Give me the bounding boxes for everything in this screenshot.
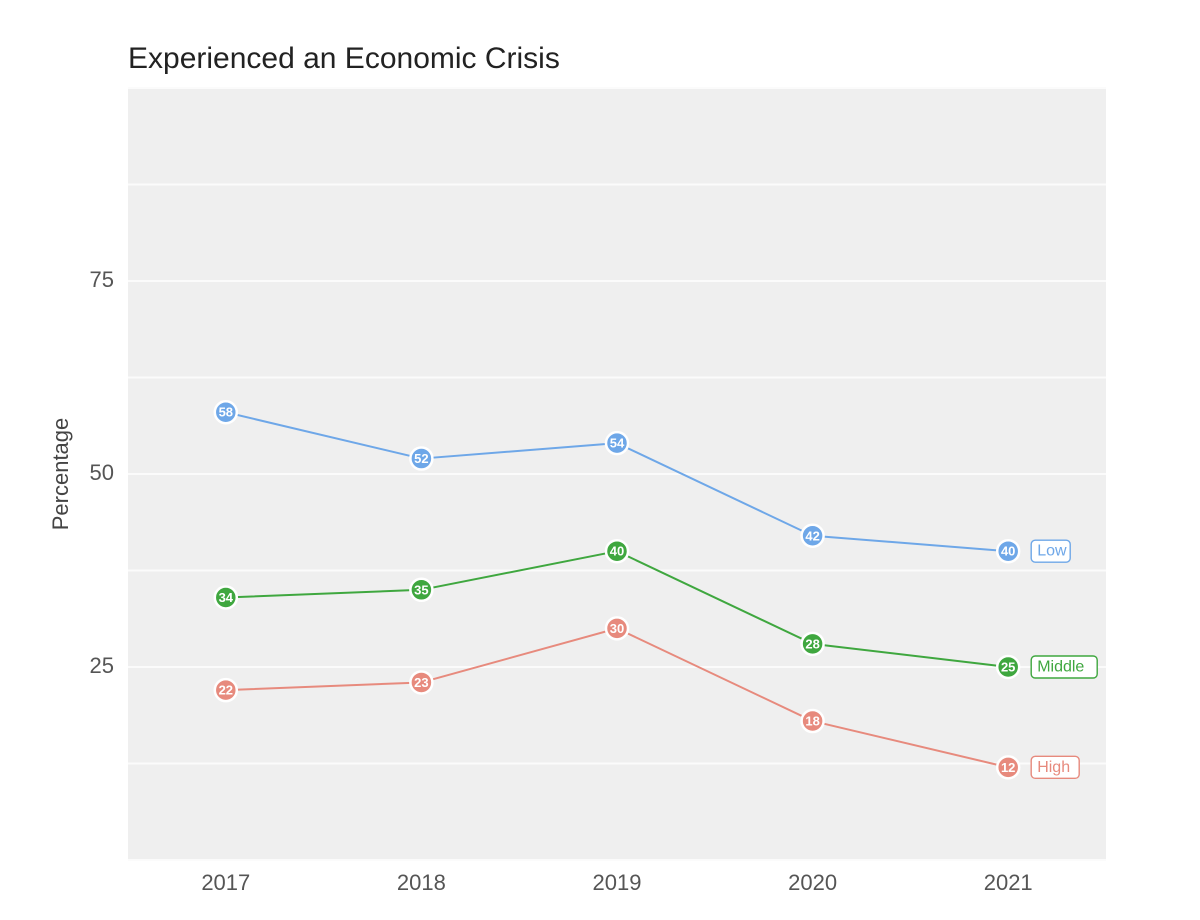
y-tick-label: 50: [90, 460, 114, 485]
data-point-label: 52: [414, 451, 428, 466]
data-point-label: 42: [805, 528, 819, 543]
data-point-label: 40: [610, 544, 624, 559]
data-point-label: 58: [219, 405, 233, 420]
x-tick-label: 2020: [788, 870, 837, 895]
x-tick-label: 2021: [984, 870, 1033, 895]
data-point-label: 54: [610, 436, 625, 451]
legend-label-middle: Middle: [1037, 659, 1084, 676]
data-point-label: 25: [1001, 660, 1015, 675]
data-point-label: 30: [610, 621, 624, 636]
y-tick-label: 75: [90, 267, 114, 292]
line-chart: 25 50 75 Percentage 2017 2018 2019 2020 2021 Expe…: [0, 0, 1200, 920]
data-point-label: 22: [219, 683, 233, 698]
x-tick-label: 2018: [397, 870, 446, 895]
data-point-label: 12: [1001, 760, 1015, 775]
data-point-label: 40: [1001, 544, 1015, 559]
data-point-label: 18: [805, 714, 819, 729]
data-point-label: 34: [219, 590, 234, 605]
chart-title: Experienced an Economic Crisis: [128, 42, 560, 75]
data-point-label: 35: [414, 582, 428, 597]
legend-label-low: Low: [1037, 543, 1067, 560]
y-tick-label: 25: [90, 653, 114, 678]
data-point-label: 23: [414, 675, 428, 690]
data-point-label: 28: [805, 636, 819, 651]
chart-container: 25 50 75 Percentage 2017 2018 2019 2020 2021 Expe…: [0, 0, 1200, 920]
legend-label-high: High: [1037, 759, 1070, 776]
y-axis-label: Percentage: [48, 418, 73, 531]
x-tick-label: 2017: [201, 870, 250, 895]
x-tick-label: 2019: [593, 870, 642, 895]
